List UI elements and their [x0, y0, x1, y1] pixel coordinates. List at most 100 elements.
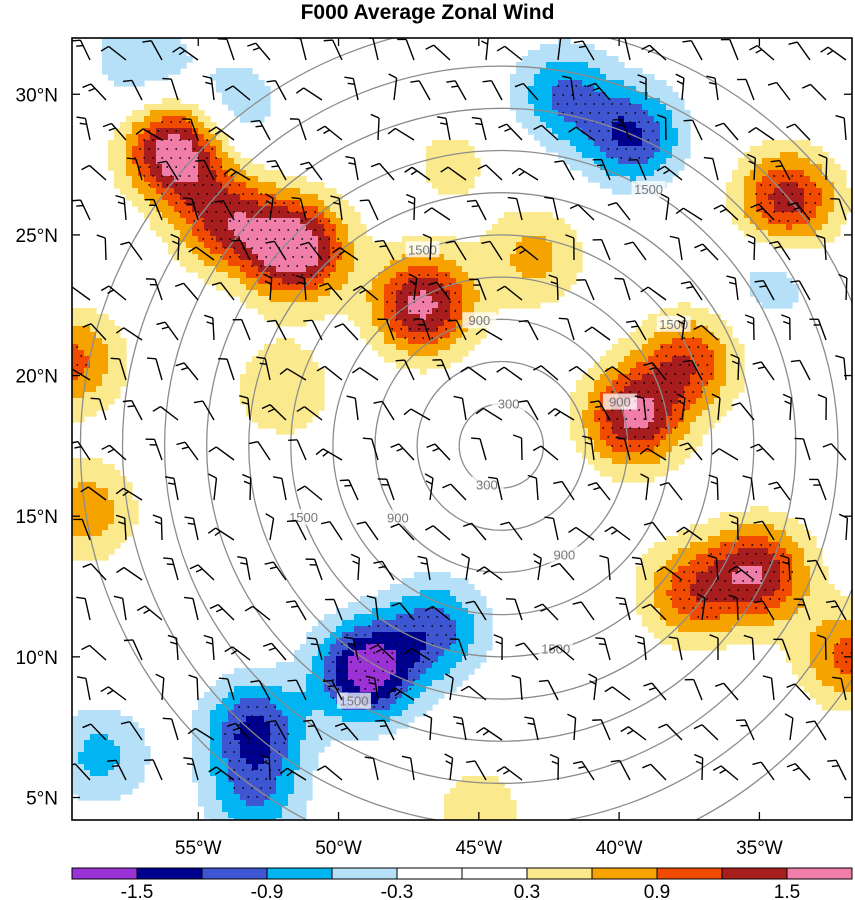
wind-barb	[425, 525, 451, 541]
wind-barb	[592, 158, 611, 181]
wind-barb	[476, 727, 503, 741]
wind-barb	[172, 46, 199, 61]
wind-barb	[250, 680, 271, 701]
wind-barb	[748, 126, 775, 141]
wind-barb	[377, 318, 395, 341]
wind-barb	[768, 481, 791, 501]
ring-label: 1500	[634, 182, 663, 197]
wind-barb	[518, 400, 539, 421]
wind-barb	[352, 367, 379, 381]
colorbar-swatch	[266, 867, 333, 880]
wind-barb	[207, 527, 235, 541]
wind-barb	[423, 207, 451, 221]
wind-barb	[279, 767, 307, 781]
wind-barb	[675, 207, 703, 221]
wind-barb	[123, 639, 143, 661]
wind-barb	[322, 679, 343, 701]
wind-barb	[628, 159, 647, 181]
wind-barb	[533, 365, 559, 381]
wind-barb	[707, 554, 719, 581]
ring-label: 900	[609, 395, 631, 410]
wind-barb	[305, 558, 323, 581]
wind-barb	[287, 679, 307, 701]
colorbar-label: -0.3	[381, 882, 414, 900]
wind-barb	[72, 199, 91, 221]
wind-barb	[100, 285, 127, 301]
wind-barb	[193, 400, 215, 421]
wind-barb	[728, 594, 739, 621]
wind-barb	[614, 277, 631, 301]
wind-barb	[120, 721, 143, 741]
wind-barb	[453, 716, 467, 741]
wind-barb	[164, 476, 179, 501]
wind-barb	[289, 118, 307, 141]
wind-barb	[827, 759, 847, 781]
wind-barb	[720, 38, 739, 61]
wind-barb	[496, 285, 523, 301]
wind-barb	[477, 164, 503, 181]
wind-barb	[375, 719, 395, 741]
wind-barb	[224, 85, 251, 101]
heatmap-area: 300 300 900 900 900 900 1500 1500 1500 1500 1500 15…	[72, 38, 852, 820]
wind-barb	[750, 203, 775, 221]
wind-barb	[352, 285, 379, 301]
wind-barb	[231, 239, 251, 261]
wind-barb	[330, 195, 343, 221]
wind-barb	[237, 555, 251, 581]
wind-barb	[548, 645, 575, 661]
wind-barb	[82, 83, 107, 101]
wind-barb	[554, 160, 575, 181]
wind-barb	[142, 40, 163, 61]
wind-barb	[339, 479, 359, 501]
wind-barb	[749, 45, 775, 61]
wind-barb	[265, 513, 275, 541]
wind-barb	[162, 77, 179, 101]
wind-barb	[460, 366, 487, 381]
wind-barb	[81, 164, 107, 181]
wind-barb	[266, 720, 287, 741]
wind-barb	[370, 162, 395, 181]
wind-barb	[152, 406, 179, 421]
wind-barb	[816, 634, 827, 661]
wind-barb	[496, 766, 523, 781]
wind-barb	[524, 716, 539, 741]
wind-barb	[82, 323, 107, 341]
wind-barb	[694, 243, 719, 261]
wind-barb	[693, 324, 719, 341]
wind-barb	[80, 486, 107, 501]
wind-barb	[437, 116, 451, 141]
wind-barb	[610, 759, 631, 781]
wind-barb	[838, 513, 849, 541]
wind-barb	[641, 603, 667, 621]
wind-barb	[110, 357, 127, 381]
wind-barb	[568, 126, 595, 141]
wind-barb	[96, 234, 107, 261]
ring-label: 900	[469, 313, 491, 328]
wind-barb	[242, 473, 252, 501]
wind-barb	[374, 239, 395, 261]
wind-barb	[592, 719, 611, 741]
wind-barb	[588, 673, 598, 701]
wind-barb	[461, 553, 470, 581]
wind-barb	[790, 280, 811, 301]
wind-barb	[423, 713, 433, 741]
wind-barb	[736, 719, 755, 741]
wind-barb	[809, 318, 827, 341]
wind-barb	[514, 82, 539, 101]
wind-barb	[784, 713, 794, 741]
colorbar-swatch	[721, 867, 788, 880]
wind-barb	[682, 359, 703, 381]
wind-barb	[496, 45, 523, 61]
wind-barb	[643, 362, 667, 381]
wind-barb	[440, 166, 467, 181]
wind-barb	[188, 674, 199, 701]
wind-barb	[406, 193, 416, 221]
wind-barb	[144, 198, 163, 221]
wind-barb	[449, 638, 467, 661]
wind-barb	[303, 719, 323, 741]
wind-barb	[316, 765, 343, 781]
wind-barb	[481, 38, 489, 61]
wind-barb	[675, 73, 685, 101]
wind-barb	[607, 201, 631, 221]
y-tick-label: 5°N	[26, 788, 58, 809]
